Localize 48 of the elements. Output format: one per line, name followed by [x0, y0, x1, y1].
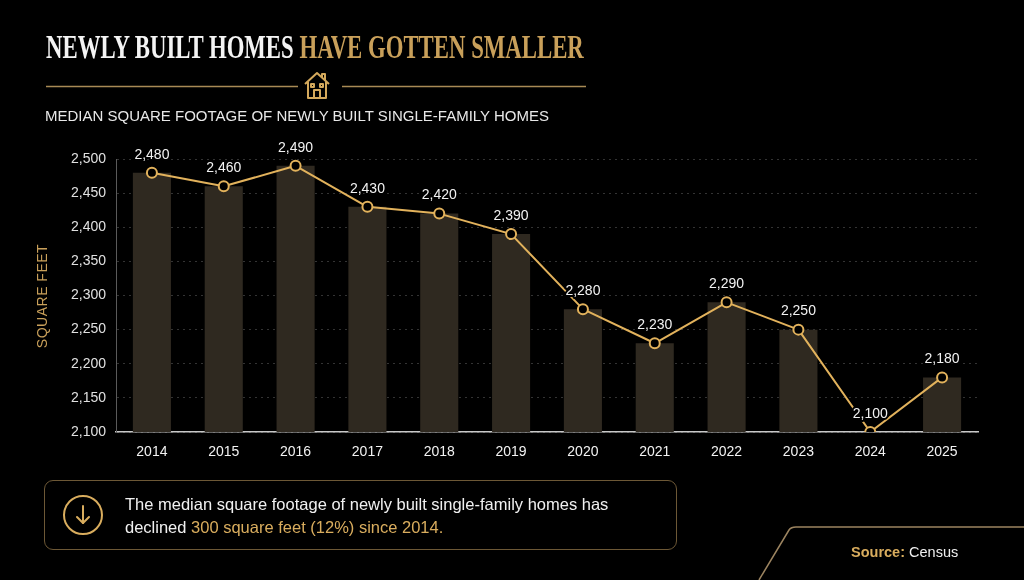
x-tick-label: 2024 — [854, 443, 887, 460]
x-tick-label: 2020 — [567, 443, 599, 460]
y-tick-label: 2,500 — [70, 149, 107, 166]
x-tick-label: 2025 — [926, 443, 958, 460]
chart-subtitle: MEDIAN SQUARE FOOTAGE OF NEWLY BUILT SINGLE-FAMILY HOMES — [45, 107, 549, 125]
point — [361, 200, 374, 213]
data-label: 2,230 — [637, 316, 673, 333]
point — [289, 159, 302, 172]
y-tick-label: 2,150 — [70, 388, 107, 405]
data-label: 2,490 — [278, 138, 314, 155]
point — [505, 228, 518, 241]
data-label: 2,180 — [924, 350, 960, 367]
point — [936, 371, 949, 384]
x-tick-label: 2014 — [136, 443, 168, 460]
y-tick-label: 2,250 — [70, 320, 107, 337]
point — [648, 337, 661, 350]
x-tick-label: 2018 — [423, 443, 456, 460]
y-tick-label: 2,300 — [70, 286, 107, 303]
y-tick-label: 2,450 — [70, 183, 107, 200]
point — [576, 303, 589, 316]
x-tick-label: 2022 — [711, 443, 743, 460]
data-label: 2,290 — [709, 275, 745, 292]
data-label: 2,430 — [349, 179, 386, 196]
data-label: 2,460 — [206, 159, 242, 176]
x-tick-label: 2021 — [639, 443, 671, 460]
point — [145, 166, 158, 179]
point — [720, 296, 733, 309]
point — [217, 180, 230, 193]
x-tick-label: 2016 — [280, 443, 312, 460]
data-label: 2,480 — [134, 145, 170, 162]
data-label: 2,250 — [780, 302, 817, 319]
data-label: 2,280 — [565, 282, 601, 299]
y-tick-label: 2,200 — [70, 354, 107, 371]
point — [792, 323, 805, 336]
y-tick-label: 2,100 — [70, 422, 107, 439]
source-note: Source: Census — [851, 544, 959, 560]
data-label: 2,420 — [421, 186, 457, 203]
data-label: 2,390 — [493, 206, 529, 223]
callout-frame: The median square footage of newly built single-family homes has declined 300 square feet (12%) since 2014. — [44, 480, 677, 550]
x-tick-label: 2017 — [351, 443, 384, 460]
x-tick-label: 2023 — [782, 443, 815, 460]
chart-title: NEWLY BUILT HOMES HAVE GOTTEN SMALLER — [46, 28, 584, 65]
y-axis-title: SQUARE FEET — [34, 243, 50, 349]
x-tick-label: 2019 — [495, 443, 527, 460]
y-tick-label: 2,350 — [70, 252, 107, 269]
point — [433, 207, 446, 220]
x-tick-label: 2015 — [208, 443, 240, 460]
y-tick-label: 2,400 — [70, 218, 107, 235]
